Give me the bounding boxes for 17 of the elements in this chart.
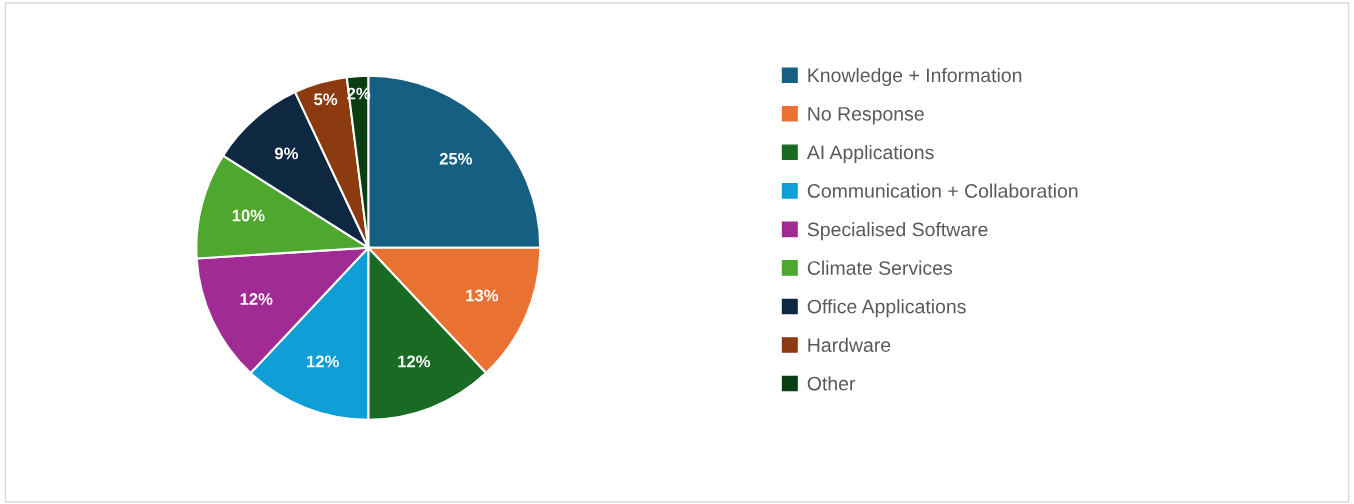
legend-label: Communication + Collaboration [807,183,1078,198]
legend-label: Office Applications [807,299,966,318]
legend-label: Climate Services [807,260,952,275]
data-label: 25% [439,152,473,165]
legend-label: Knowledge + Information [808,67,1022,87]
legend-label: AI Applications [806,144,934,164]
data-label: 13% [466,289,499,302]
data-label: 12% [240,293,273,305]
data-label: 9% [274,147,299,160]
data-label: 12% [307,355,339,368]
legend-label: No Response [808,107,924,125]
data-label: 10% [232,209,265,222]
data-label: 5% [314,93,338,106]
data-label: 12% [398,355,431,368]
legend-label: Other [807,376,856,391]
legend-label: Hardware [808,337,891,352]
legend-label: Specialised Software [807,222,988,241]
